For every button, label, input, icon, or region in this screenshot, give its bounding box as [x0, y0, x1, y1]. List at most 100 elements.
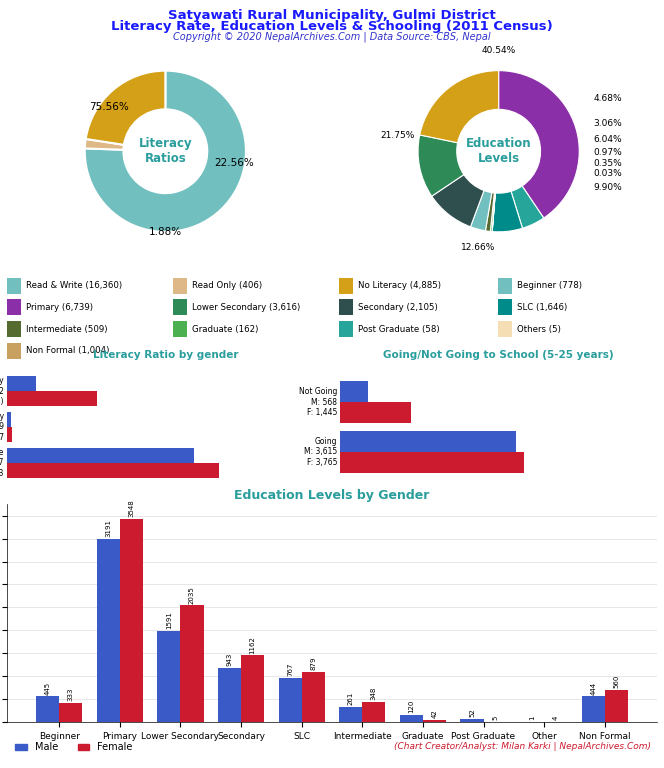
Text: 120: 120: [408, 700, 414, 713]
Bar: [7, 376, 35, 391]
Text: Literacy
Ratios: Literacy Ratios: [139, 137, 192, 165]
Text: 1591: 1591: [166, 611, 172, 629]
Bar: [7, 412, 11, 427]
Bar: [340, 381, 368, 402]
Text: 261: 261: [348, 692, 354, 705]
Text: Secondary (2,105): Secondary (2,105): [358, 303, 438, 312]
Text: 767: 767: [287, 663, 293, 677]
Bar: [339, 278, 353, 293]
Legend: Male, Female: Male, Female: [457, 507, 572, 523]
Wedge shape: [85, 71, 246, 232]
Bar: [7, 391, 97, 406]
Title: Education Levels by Gender: Education Levels by Gender: [234, 488, 430, 502]
Text: Education
Levels: Education Levels: [466, 137, 531, 165]
Bar: [7, 463, 219, 478]
Text: 2035: 2035: [189, 586, 195, 604]
Wedge shape: [492, 193, 495, 232]
Wedge shape: [499, 71, 579, 218]
Wedge shape: [485, 193, 494, 231]
Bar: [461, 719, 483, 722]
Text: Graduate (162): Graduate (162): [192, 325, 258, 334]
Text: Literacy Rate, Education Levels & Schooling (2011 Census): Literacy Rate, Education Levels & School…: [111, 20, 553, 33]
Text: 560: 560: [614, 675, 620, 688]
Text: 6.04%: 6.04%: [593, 134, 622, 144]
Bar: [7, 278, 21, 293]
Text: Post Graduate (58): Post Graduate (58): [358, 325, 440, 334]
Wedge shape: [86, 71, 165, 145]
Title: Going/Not Going to School (5-25 years): Going/Not Going to School (5-25 years): [383, 350, 614, 360]
Bar: [7, 343, 21, 359]
Bar: [498, 278, 512, 293]
Bar: [498, 321, 512, 337]
Bar: [173, 300, 187, 316]
Bar: [120, 518, 143, 722]
Text: 879: 879: [310, 657, 316, 670]
Text: Copyright © 2020 NepalArchives.Com | Data Source: CBS, Nepal: Copyright © 2020 NepalArchives.Com | Dat…: [173, 31, 491, 42]
Text: 3191: 3191: [106, 519, 112, 538]
Text: 445: 445: [44, 681, 50, 695]
Bar: [218, 668, 241, 722]
Bar: [423, 720, 446, 722]
Text: 22.56%: 22.56%: [214, 158, 254, 168]
Wedge shape: [471, 190, 492, 230]
Bar: [363, 702, 385, 722]
Text: Satyawati Rural Municipality, Gulmi District: Satyawati Rural Municipality, Gulmi Dist…: [168, 9, 496, 22]
Wedge shape: [490, 193, 495, 232]
Text: 943: 943: [226, 653, 232, 666]
Text: 21.75%: 21.75%: [380, 131, 415, 140]
Bar: [173, 321, 187, 337]
Text: Non Formal (1,004): Non Formal (1,004): [26, 346, 110, 356]
Wedge shape: [85, 139, 124, 150]
Bar: [605, 690, 627, 722]
Text: 0.35%: 0.35%: [593, 159, 622, 168]
Text: 0.97%: 0.97%: [593, 148, 622, 157]
Wedge shape: [432, 174, 484, 227]
Text: SLC (1,646): SLC (1,646): [517, 303, 568, 312]
Text: 4: 4: [552, 716, 558, 720]
Text: Read Only (406): Read Only (406): [192, 281, 262, 290]
Text: 9.90%: 9.90%: [593, 183, 622, 192]
Text: 1.88%: 1.88%: [149, 227, 182, 237]
Text: 5: 5: [492, 716, 498, 720]
Bar: [7, 448, 194, 463]
Bar: [582, 697, 605, 722]
Bar: [340, 431, 517, 452]
Bar: [97, 539, 120, 722]
Text: Lower Secondary (3,616): Lower Secondary (3,616): [192, 303, 300, 312]
Bar: [37, 697, 59, 722]
Bar: [157, 631, 181, 722]
Text: No Literacy (4,885): No Literacy (4,885): [358, 281, 441, 290]
Wedge shape: [492, 191, 523, 232]
Text: Read & Write (16,360): Read & Write (16,360): [26, 281, 122, 290]
Text: Beginner (778): Beginner (778): [517, 281, 582, 290]
Bar: [340, 402, 410, 423]
Bar: [7, 300, 21, 316]
Bar: [241, 655, 264, 722]
Wedge shape: [511, 186, 544, 228]
Bar: [7, 427, 12, 442]
Text: 0.03%: 0.03%: [593, 169, 622, 178]
Text: (Chart Creator/Analyst: Milan Karki | NepalArchives.Com): (Chart Creator/Analyst: Milan Karki | Ne…: [394, 742, 651, 751]
Bar: [279, 678, 301, 722]
Text: 12.66%: 12.66%: [461, 243, 496, 253]
Text: 4.68%: 4.68%: [593, 94, 622, 104]
Text: 1162: 1162: [250, 636, 256, 654]
Bar: [181, 605, 203, 722]
Text: Intermediate (509): Intermediate (509): [26, 325, 108, 334]
Wedge shape: [420, 71, 499, 143]
Text: 3548: 3548: [128, 499, 134, 517]
Text: 40.54%: 40.54%: [481, 46, 516, 55]
Text: 42: 42: [432, 709, 438, 718]
Bar: [7, 321, 21, 337]
Text: 52: 52: [469, 708, 475, 717]
Text: 1: 1: [530, 716, 536, 720]
Text: 333: 333: [68, 687, 74, 701]
Text: 75.56%: 75.56%: [89, 102, 129, 112]
Bar: [339, 321, 353, 337]
Legend: Male, Female: Male, Female: [139, 507, 255, 523]
Legend: Male, Female: Male, Female: [11, 739, 136, 756]
Title: Literacy Ratio by gender: Literacy Ratio by gender: [92, 350, 238, 360]
Wedge shape: [418, 135, 464, 196]
Text: 3.06%: 3.06%: [593, 118, 622, 127]
Bar: [400, 715, 423, 722]
